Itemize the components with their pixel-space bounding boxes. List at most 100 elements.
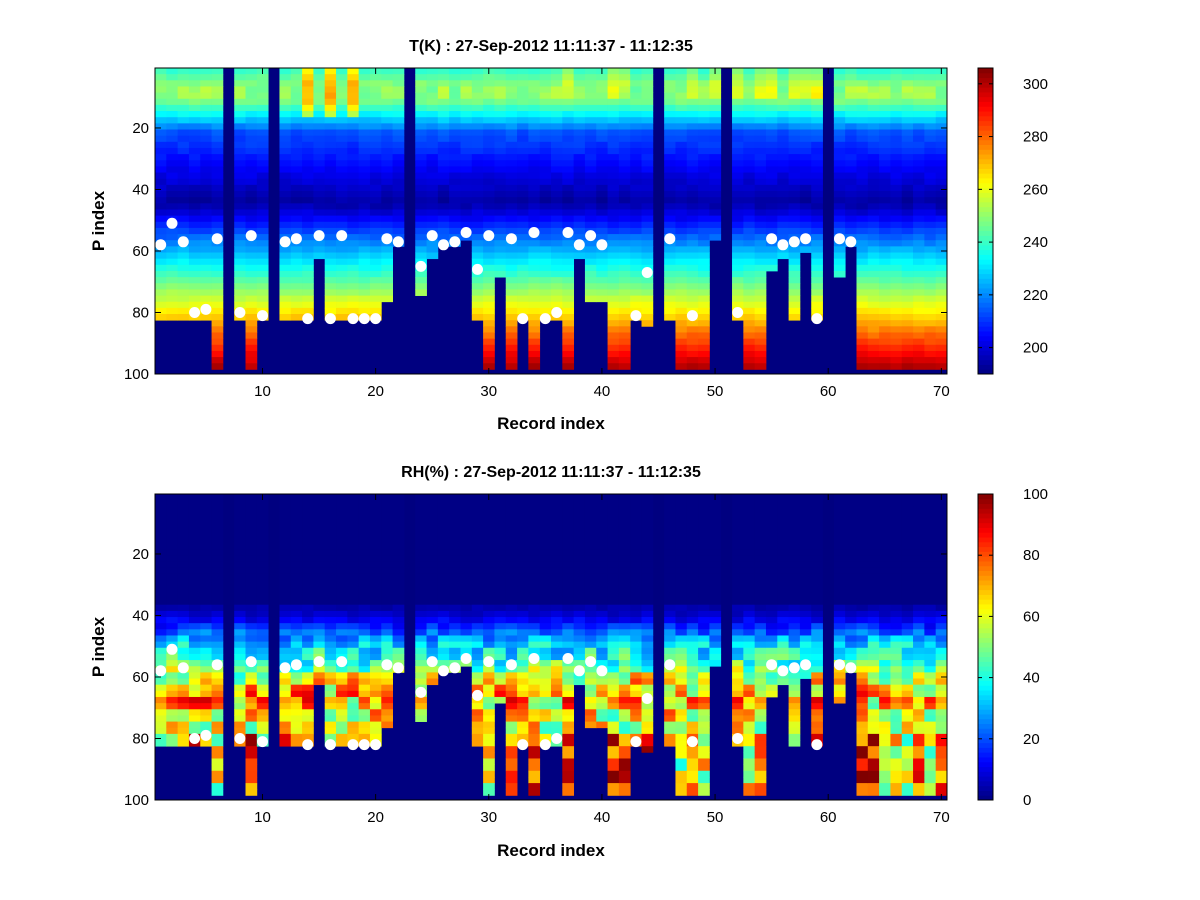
heatmap-cell	[200, 98, 212, 106]
heatmap-cell	[166, 506, 179, 513]
heatmap-cell	[494, 530, 507, 538]
heatmap-cell	[607, 98, 620, 106]
heatmap-cell	[890, 221, 903, 229]
heatmap-cell	[799, 203, 812, 210]
heatmap-cell	[607, 573, 620, 581]
heatmap-cell	[686, 684, 699, 692]
heatmap-cell	[245, 586, 258, 593]
heatmap-cell	[777, 653, 789, 661]
heatmap-cell	[562, 524, 575, 532]
heatmap-cell	[483, 117, 495, 124]
heatmap-cell	[630, 604, 642, 612]
heatmap-cell	[765, 203, 778, 210]
heatmap-cell	[279, 543, 292, 550]
heatmap-cell	[562, 289, 575, 296]
heatmap-cell	[686, 629, 699, 636]
heatmap-cell	[618, 111, 631, 118]
heatmap-cell	[641, 617, 654, 624]
heatmap-cell	[211, 154, 224, 161]
heatmap-cell	[551, 518, 563, 526]
heatmap-cell	[336, 178, 348, 186]
heatmap-cell	[437, 598, 450, 606]
level-marker	[483, 230, 495, 242]
heatmap-cell	[234, 561, 246, 569]
heatmap-cell	[302, 598, 314, 606]
heatmap-cell	[177, 721, 190, 729]
heatmap-cell	[845, 184, 857, 192]
heatmap-cell	[562, 178, 575, 186]
heatmap-cell	[528, 320, 541, 327]
heatmap-cell	[358, 221, 371, 229]
heatmap-cell	[471, 660, 484, 667]
heatmap-cell	[833, 227, 846, 235]
heatmap-cell	[505, 672, 518, 679]
heatmap-cell	[732, 147, 744, 155]
heatmap-cell	[256, 246, 269, 253]
heatmap-cell	[211, 500, 224, 507]
heatmap-cell	[913, 197, 925, 204]
heatmap-cell	[935, 332, 948, 340]
heatmap-cell	[924, 314, 937, 321]
heatmap-cell	[505, 733, 518, 741]
heatmap-cell	[856, 141, 869, 149]
heatmap-cell	[562, 197, 575, 204]
level-marker	[539, 313, 551, 325]
heatmap-cell	[200, 617, 212, 624]
heatmap-cell	[256, 252, 269, 260]
heatmap-cell	[177, 573, 190, 581]
heatmap-cell	[879, 264, 891, 272]
heatmap-cell	[732, 555, 744, 563]
heatmap-cell	[641, 117, 654, 124]
heatmap-cell	[155, 733, 167, 741]
heatmap-cell	[596, 227, 608, 235]
heatmap-cell	[562, 98, 575, 106]
heatmap-cell	[664, 184, 676, 192]
heatmap-cell	[901, 160, 914, 167]
heatmap-cell	[777, 129, 789, 137]
heatmap-cell	[494, 227, 507, 235]
heatmap-cell	[290, 111, 303, 118]
heatmap-cell	[324, 227, 337, 235]
heatmap-cell	[256, 111, 269, 118]
heatmap-cell	[381, 549, 393, 556]
heatmap-cell	[573, 518, 586, 526]
heatmap-cell	[879, 234, 891, 241]
heatmap-cell	[901, 363, 914, 370]
heatmap-cell	[845, 227, 857, 235]
heatmap-cell	[867, 258, 880, 266]
heatmap-cell	[584, 117, 597, 124]
heatmap-cell	[256, 580, 269, 587]
heatmap-cell	[754, 160, 767, 167]
heatmap-cell	[618, 172, 631, 180]
colorbar-segment	[978, 158, 993, 165]
heatmap-cell	[381, 68, 393, 75]
heatmap-cell	[528, 715, 541, 722]
heatmap-cell	[336, 715, 348, 722]
heatmap-cell	[392, 147, 405, 155]
heatmap-cell	[211, 326, 224, 333]
heatmap-cell	[732, 641, 744, 649]
heatmap-cell	[551, 494, 563, 501]
heatmap-cell	[584, 203, 597, 210]
heatmap-cell	[867, 277, 880, 284]
heatmap-cell	[460, 592, 473, 599]
heatmap-cell	[890, 289, 903, 296]
heatmap-cell	[788, 160, 801, 167]
heatmap-cell	[539, 666, 552, 673]
heatmap-cell	[754, 740, 767, 747]
heatmap-cell	[483, 332, 495, 340]
heatmap-cell	[664, 197, 676, 204]
heatmap-cell	[234, 573, 246, 581]
heatmap-cell	[924, 166, 937, 173]
heatmap-cell	[483, 641, 495, 649]
heatmap-cell	[302, 530, 314, 538]
heatmap-cell	[584, 141, 597, 149]
heatmap-cell	[754, 363, 767, 370]
heatmap-cell	[890, 277, 903, 284]
heatmap-cell	[754, 684, 767, 692]
heatmap-cell	[856, 301, 869, 309]
heatmap-cell	[347, 733, 360, 741]
heatmap-cell	[539, 629, 552, 636]
heatmap-cell	[517, 191, 529, 198]
heatmap-cell	[551, 104, 563, 112]
